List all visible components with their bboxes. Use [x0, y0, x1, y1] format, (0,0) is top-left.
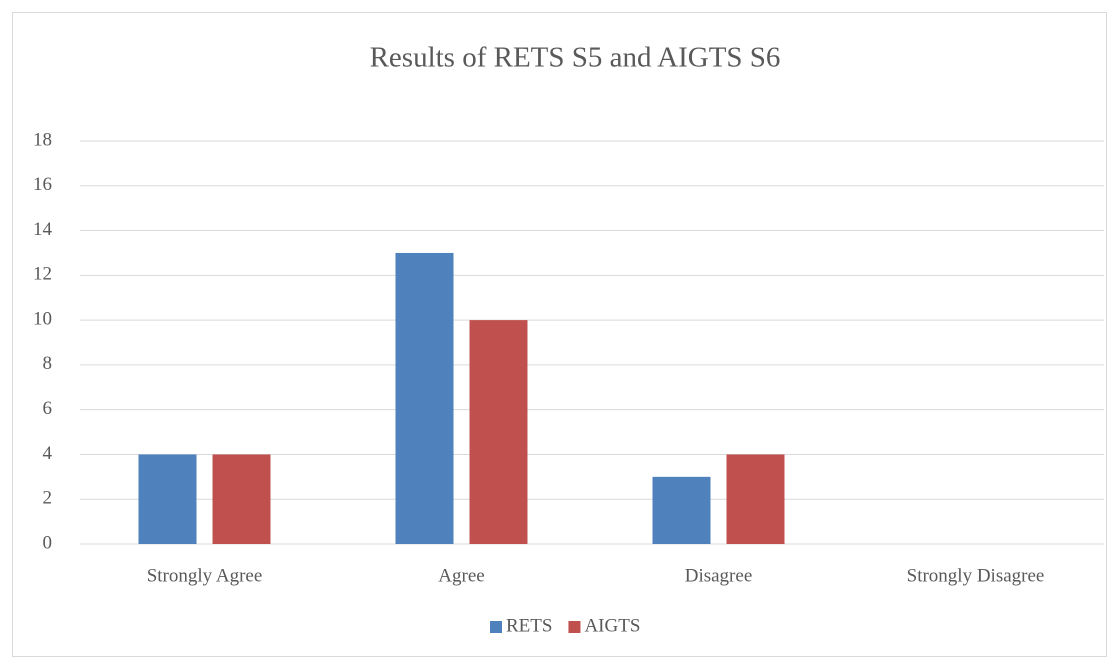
legend-swatch	[568, 621, 581, 633]
y-tick-label: 0	[43, 532, 53, 553]
bar	[138, 454, 197, 544]
legend-label: AIGTS	[584, 615, 640, 636]
y-tick-label: 18	[33, 129, 52, 150]
chart-title: Results of RETS S5 and AIGTS S6	[370, 42, 781, 74]
bar	[469, 320, 528, 544]
chart-border	[12, 12, 1107, 657]
y-tick-label: 8	[43, 353, 53, 374]
legend-label: RETS	[506, 615, 552, 636]
x-tick-label: Agree	[438, 565, 484, 586]
bar	[212, 454, 271, 544]
bar	[395, 252, 454, 544]
y-tick-label: 4	[43, 443, 53, 464]
y-tick-label: 6	[43, 398, 53, 419]
y-tick-label: 14	[33, 219, 53, 240]
y-tick-label: 16	[33, 174, 52, 195]
y-tick-label: 10	[33, 308, 52, 329]
x-tick-label: Strongly Disagree	[907, 565, 1045, 586]
bar	[726, 454, 785, 544]
bar	[652, 476, 711, 544]
x-tick-label: Strongly Agree	[147, 565, 263, 586]
y-tick-label: 2	[43, 488, 53, 509]
x-tick-label: Disagree	[685, 565, 753, 586]
y-tick-label: 12	[33, 264, 52, 285]
legend-swatch	[490, 621, 502, 633]
